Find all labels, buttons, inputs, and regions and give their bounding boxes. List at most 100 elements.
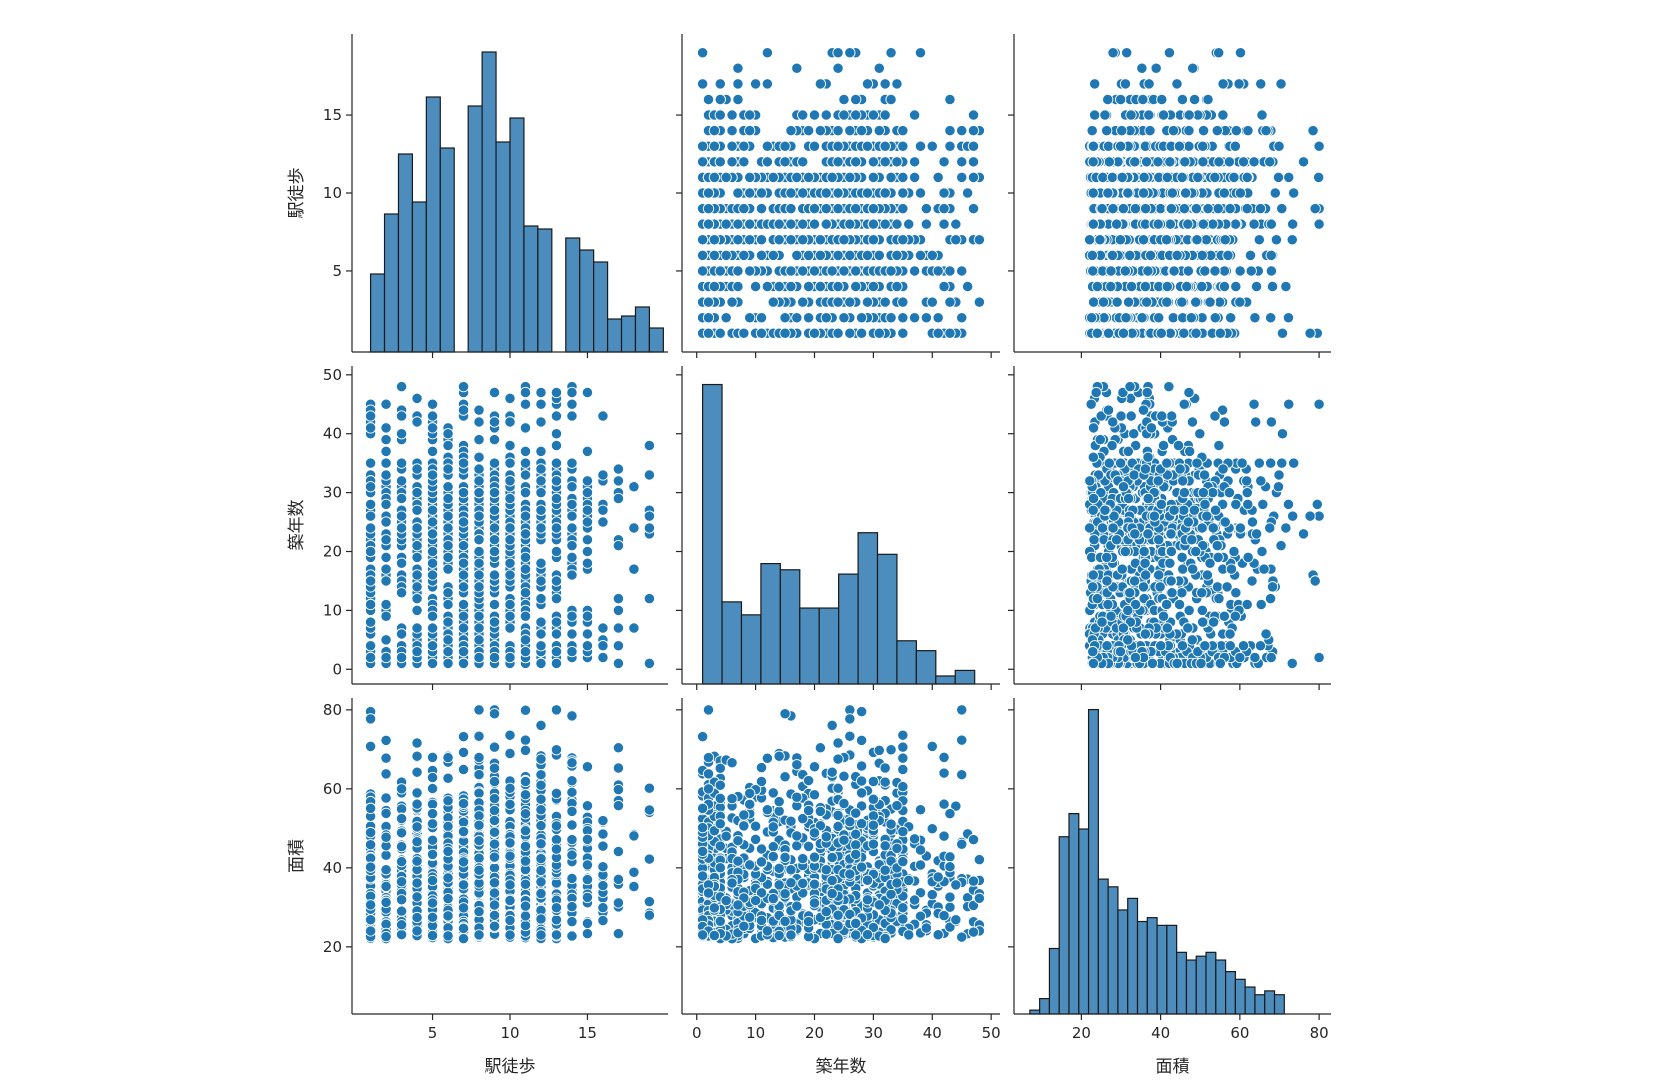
scatter-point <box>519 422 532 434</box>
scatter-point <box>1313 218 1325 230</box>
scatter-point <box>1280 522 1292 534</box>
scatter-point <box>744 218 756 230</box>
scatter-point <box>1160 234 1173 246</box>
scatter-point <box>426 528 439 540</box>
scatter-point <box>395 557 408 569</box>
scatter-point <box>820 202 832 215</box>
scatter-point <box>1105 610 1117 622</box>
scatter-point <box>426 504 439 516</box>
scatter-point <box>535 575 547 587</box>
scatter-point <box>1157 439 1170 452</box>
scatter-point <box>1122 296 1135 308</box>
scatter-point <box>411 604 423 617</box>
scatter-point <box>844 47 856 59</box>
scatter-point <box>380 445 392 458</box>
scatter-point <box>732 218 744 230</box>
scatter-point <box>726 109 738 121</box>
scatter-point <box>1117 481 1130 493</box>
scatter-point <box>1313 140 1325 152</box>
scatter-point <box>1165 545 1178 558</box>
scatter-point <box>442 645 454 658</box>
scatter-point <box>1154 581 1166 593</box>
hist-bar-駅徒歩-15 <box>579 249 595 353</box>
scatter-point <box>1168 265 1180 277</box>
scatter-point <box>1142 265 1154 277</box>
scatter-point <box>720 312 732 324</box>
scatter-point <box>1214 327 1226 339</box>
scatter-point <box>566 498 578 511</box>
scatter-point <box>457 622 470 634</box>
scatter-point <box>897 202 909 215</box>
scatter-point <box>457 486 470 499</box>
scatter-point <box>832 296 844 308</box>
scatter-point <box>1142 528 1154 540</box>
scatter-point <box>395 492 408 505</box>
scatter-point <box>566 386 578 399</box>
scatter-point <box>1202 93 1214 106</box>
scatter-point <box>612 592 625 605</box>
scatter-point <box>411 416 423 428</box>
scatter-point <box>914 187 927 199</box>
scatter-point <box>791 62 803 74</box>
scatter-point <box>457 598 470 611</box>
scatter-point <box>1280 280 1292 293</box>
scatter-point <box>519 486 532 499</box>
scatter-point <box>1217 109 1229 121</box>
scatter-point <box>1276 202 1288 215</box>
scatter-point <box>1244 249 1257 262</box>
scatter-point <box>364 598 377 611</box>
scatter-point <box>1165 202 1178 215</box>
scatter-point <box>364 740 377 753</box>
scatter-point <box>535 592 547 605</box>
scatter-point <box>504 534 516 546</box>
scatter-point <box>380 422 392 434</box>
scatter-point <box>473 510 485 522</box>
scatter-point <box>426 445 439 458</box>
scatter-point <box>442 492 454 505</box>
scatter-point <box>1137 93 1149 106</box>
scatter-point <box>566 457 578 469</box>
scatter-point <box>797 234 809 246</box>
scatter-point <box>879 78 891 90</box>
scatter-point <box>1102 140 1115 152</box>
scatter-point <box>967 140 980 152</box>
scatter-point <box>714 109 726 121</box>
scatter-point <box>785 234 797 246</box>
scatter-point <box>1190 296 1202 308</box>
scatter-point <box>967 109 980 121</box>
scatter-point <box>535 504 547 516</box>
scatter-point <box>1116 563 1128 575</box>
scatter-point <box>1105 280 1117 293</box>
hist-bar-築年数-12 <box>935 675 956 685</box>
hist-bar-駅徒歩-16 <box>593 261 609 353</box>
scatter-point <box>755 327 768 339</box>
scatter-point <box>961 187 974 199</box>
scatter-point <box>1148 510 1161 522</box>
scatter-point <box>832 280 844 293</box>
scatter-point <box>1196 604 1208 617</box>
scatter-point <box>612 604 625 617</box>
scatter-point <box>426 410 439 422</box>
scatter-point <box>597 410 609 422</box>
scatter-point <box>820 312 832 324</box>
scatter-point <box>535 628 547 640</box>
scatter-point <box>932 327 944 339</box>
scatter-point <box>1195 657 1207 670</box>
scatter-point <box>1142 451 1154 463</box>
scatter-point <box>380 610 392 622</box>
scatter-point <box>720 218 732 230</box>
scatter-point <box>395 628 408 640</box>
scatter-point <box>873 327 885 339</box>
scatter-point <box>1114 140 1127 152</box>
scatter-point <box>891 78 903 90</box>
scatter-point <box>914 140 927 152</box>
scatter-point <box>938 202 950 215</box>
scatter-point <box>1088 534 1100 546</box>
hist-bar-駅徒歩-8 <box>481 51 497 353</box>
scatter-point <box>519 610 532 622</box>
scatter-point <box>850 93 862 106</box>
scatter-point <box>1196 280 1208 293</box>
scatter-point <box>1182 218 1194 230</box>
scatter-point <box>1101 640 1113 652</box>
scatter-point <box>732 93 744 106</box>
